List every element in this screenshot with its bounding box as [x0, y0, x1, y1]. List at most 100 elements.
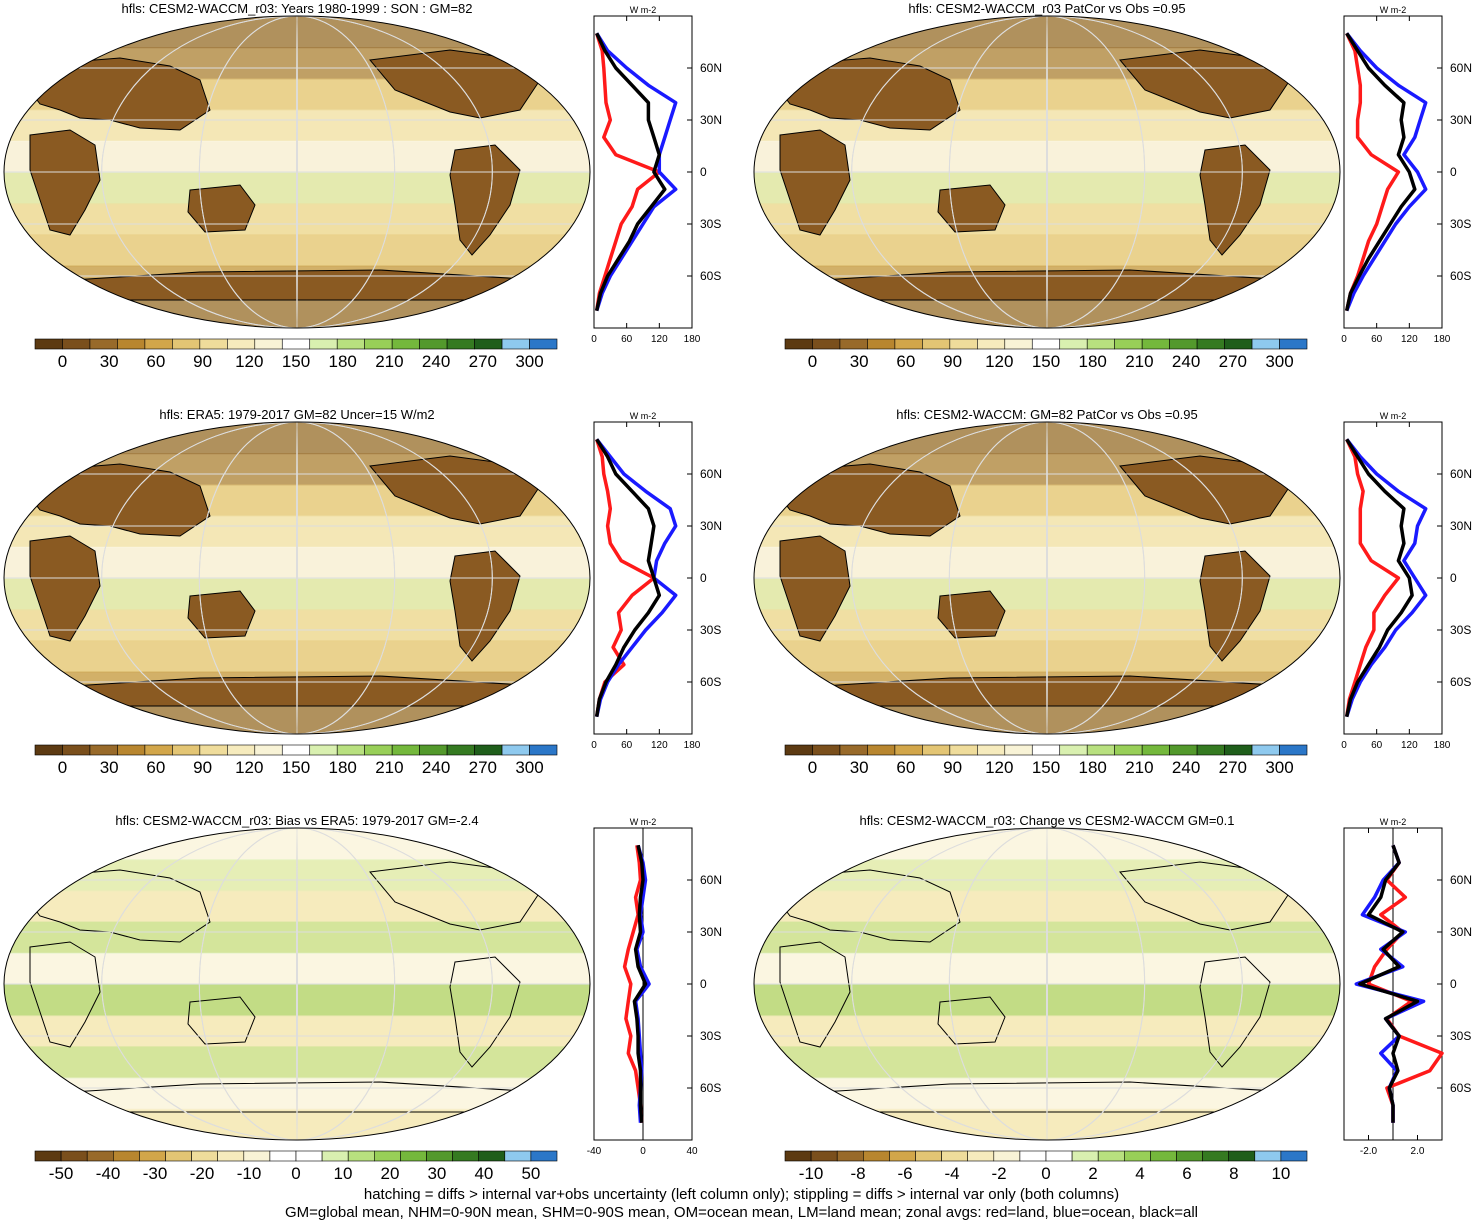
colorbar-label: 270	[469, 352, 497, 371]
colorbar-swatch	[62, 744, 91, 756]
footer-line-2: GM=global mean, NHM=0-90N mean, SHM=0-90…	[284, 1204, 1198, 1221]
colorbar-swatch	[1141, 338, 1170, 350]
colorbar-label: -10	[237, 1164, 262, 1183]
colorbar-swatch	[1004, 744, 1033, 756]
colorbar-swatch	[1280, 1150, 1308, 1162]
colorbar-label: 240	[422, 758, 450, 777]
colorbar-swatch	[34, 338, 63, 350]
graticule	[296, 422, 298, 734]
colorbar-swatch	[867, 744, 896, 756]
colorbar-swatch	[269, 1150, 297, 1162]
zonal-ytick-label: 60N	[700, 873, 722, 887]
colorbar-label: -30	[143, 1164, 168, 1183]
colorbar-swatch	[1059, 338, 1088, 350]
zonal-ytick-label: 30S	[1450, 1029, 1471, 1043]
colorbar-swatch	[474, 744, 503, 756]
colorbar-swatch	[1176, 1150, 1203, 1162]
zonal-ytick-label: 60S	[1450, 675, 1471, 689]
zonal-series-all	[594, 32, 667, 312]
colorbar-swatch	[530, 1150, 558, 1162]
panel: hfls: CESM2-WACCM_r03: Years 1980-1999 :…	[3, 1, 722, 371]
colorbar-swatch	[1150, 1150, 1177, 1162]
continent	[21, 463, 211, 537]
zonal-xtick-label: 60	[1371, 740, 1383, 751]
map-border	[753, 15, 1341, 329]
zonal-unit: W m-2	[630, 411, 657, 421]
colorbar-swatch	[1228, 1150, 1256, 1162]
zonal-ytick-label: 60N	[1450, 467, 1472, 481]
panel: hfls: ERA5: 1979-2017 GM=82 Uncer=15 W/m…	[3, 407, 722, 777]
continent	[21, 57, 211, 131]
colorbar-label: 20	[380, 1164, 399, 1183]
zonal-series-ocean	[1345, 32, 1428, 312]
zonal-ytick-label: 30S	[700, 623, 721, 637]
colorbar-swatch	[139, 1150, 166, 1162]
zonal-ytick-label: 0	[700, 571, 707, 585]
colorbar-swatch	[941, 1150, 969, 1162]
graticule	[296, 16, 298, 328]
zonal-ytick-label: 30N	[700, 519, 722, 533]
colorbar-label: 40	[474, 1164, 493, 1183]
colorbar-swatch	[784, 744, 813, 756]
colorbar-swatch	[117, 338, 146, 350]
colorbar-label: 270	[1219, 758, 1247, 777]
continent	[187, 184, 256, 233]
zonal-series-all	[632, 844, 648, 1123]
colorbar-swatch	[227, 338, 256, 350]
colorbar-swatch	[446, 338, 475, 350]
colorbar-swatch	[1086, 744, 1115, 756]
colorbar-swatch	[993, 1150, 1021, 1162]
colorbar-swatch	[144, 744, 173, 756]
colorbar-swatch	[364, 338, 393, 350]
colorbar-label: 180	[329, 758, 357, 777]
colorbar-swatch	[889, 1150, 916, 1162]
colorbar-swatch	[172, 338, 201, 350]
zonal-xtick-label: -2.0	[1360, 1146, 1378, 1157]
colorbar-label: 300	[515, 758, 543, 777]
zonal-unit: W m-2	[1380, 817, 1407, 827]
continent	[771, 57, 961, 131]
panel: hfls: CESM2-WACCM_r03: Change vs CESM2-W…	[753, 813, 1472, 1183]
colorbar-label: 120	[985, 352, 1013, 371]
colorbar-swatch	[977, 744, 1006, 756]
continent	[29, 941, 101, 1048]
zonal-xtick-label: 120	[651, 740, 668, 751]
colorbar-swatch	[1196, 338, 1225, 350]
continent	[29, 129, 101, 236]
colorbar-label: 120	[235, 758, 263, 777]
colorbar-swatch	[784, 1150, 812, 1162]
zonal-ytick-label: 30S	[700, 217, 721, 231]
panel-title: hfls: CESM2-WACCM_r03: Years 1980-1999 :…	[121, 1, 472, 16]
colorbar-label: 210	[1125, 758, 1153, 777]
colorbar-swatch	[1169, 338, 1198, 350]
continent	[29, 535, 101, 642]
colorbar-label: 2	[1088, 1164, 1097, 1183]
zonal-ytick-label: 30N	[1450, 519, 1472, 533]
zonal-mean-plot: W m-2 -2.0 2.0 60N 30N 0 30S 60S	[1343, 817, 1472, 1157]
colorbar-label: 150	[282, 758, 310, 777]
zonal-series-land	[1344, 438, 1401, 717]
zonal-ytick-label: 30N	[700, 113, 722, 127]
continent	[369, 861, 541, 931]
zonal-xtick-label: 60	[1371, 334, 1383, 345]
colorbar-swatch	[117, 744, 146, 756]
graticule	[101, 422, 493, 734]
colorbar-label: 120	[985, 758, 1013, 777]
zonal-ytick-label: 30N	[1450, 113, 1472, 127]
colorbar-swatch	[967, 1150, 995, 1162]
colorbar-swatch	[281, 744, 311, 756]
colorbar-swatch	[243, 1150, 271, 1162]
colorbar-swatch	[336, 744, 365, 756]
colorbar-swatch	[1141, 744, 1170, 756]
colorbar-label: 300	[1265, 352, 1293, 371]
colorbar-swatch	[391, 744, 420, 756]
graticule	[851, 422, 1243, 734]
graticule	[1046, 16, 1048, 328]
zonal-unit: W m-2	[630, 817, 657, 827]
colorbar-swatch	[281, 338, 311, 350]
map-field	[754, 828, 1340, 1140]
colorbar-swatch	[1224, 338, 1253, 350]
colorbar-swatch	[894, 338, 923, 350]
colorbar-label: -10	[799, 1164, 824, 1183]
